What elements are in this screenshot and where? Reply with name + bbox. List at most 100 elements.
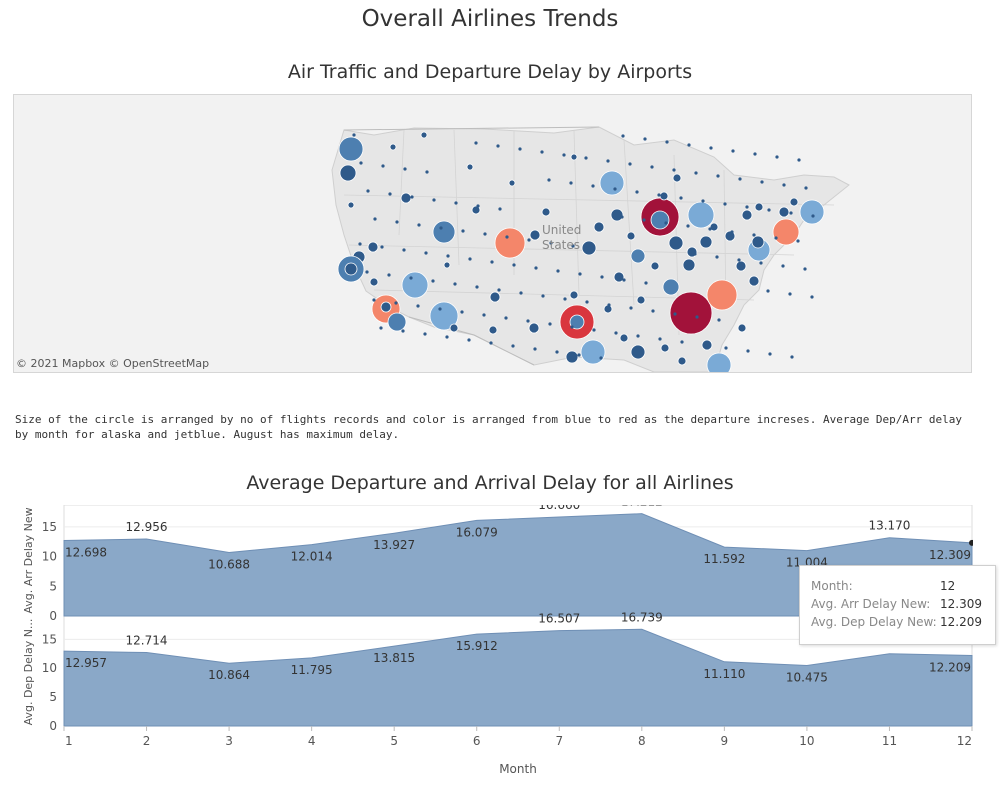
airport-dot [577, 353, 581, 357]
airport-dot [410, 195, 414, 199]
tooltip-dep-label: Avg. Dep Delay New: [811, 615, 937, 629]
airport-dot [474, 141, 478, 145]
airport-dot [534, 266, 538, 270]
airport-dot [622, 278, 626, 282]
data-label: 13.815 [373, 651, 415, 665]
airport-bubble [735, 260, 747, 272]
airport-dot [569, 181, 573, 185]
airport-dot [752, 233, 756, 237]
airport-dot [679, 196, 683, 200]
page-title: Overall Airlines Trends [361, 6, 619, 32]
airport-bubble [541, 207, 551, 217]
airport-dot [708, 227, 712, 231]
airport-dot [533, 347, 537, 351]
airport-dot [563, 297, 567, 301]
airport-dot [584, 156, 588, 160]
airport-dot [388, 192, 392, 196]
airport-dot [549, 241, 553, 245]
airport-dot [796, 239, 800, 243]
x-tick-label: 3 [225, 734, 233, 748]
airport-dot [591, 184, 595, 188]
airport-dot [746, 349, 750, 353]
x-tick-label: 6 [473, 734, 481, 748]
airport-bubble [619, 333, 629, 343]
airport-dot [810, 295, 814, 299]
data-label: 15.912 [456, 639, 498, 653]
x-tick-label: 11 [882, 734, 897, 748]
airport-dot [724, 346, 728, 350]
airport-bubble [401, 271, 429, 299]
airport-dot [657, 193, 661, 197]
delay-area-chart[interactable]: 0 5 10 15 12.698 12.956 10.688 12.014 13.927 16.0… [13, 495, 975, 785]
airport-dot [445, 335, 449, 339]
airport-dot [497, 288, 501, 292]
airport-bubble [389, 143, 397, 151]
airport-dot [673, 312, 677, 316]
airport-dot [395, 220, 399, 224]
airport-bubble [569, 314, 585, 330]
y-tick-label: 15 [42, 520, 57, 534]
airport-bubble [565, 350, 579, 364]
airport-dot [730, 230, 734, 234]
airport-dot [620, 215, 624, 219]
x-tick-label: 12 [957, 734, 972, 748]
airport-bubble [789, 197, 799, 207]
data-label: 11.110 [703, 667, 745, 681]
airport-dot [372, 298, 376, 302]
airport-dot [512, 263, 516, 267]
airport-bubble [432, 220, 456, 244]
airport-dot [737, 258, 741, 262]
airport-dot [475, 285, 479, 289]
airport-dot [775, 155, 779, 159]
airport-bubble [380, 301, 392, 313]
airport-dot [438, 307, 442, 311]
airport-dot [643, 137, 647, 141]
airport-bubble [494, 227, 526, 259]
airport-dot [460, 310, 464, 314]
airport-dot [636, 334, 640, 338]
airport-dot [540, 150, 544, 154]
airport-bubble [699, 235, 713, 249]
area-series-2 [63, 628, 973, 727]
y-tick-label: 15 [42, 632, 57, 646]
airport-bubble [369, 277, 379, 287]
airport-dot [518, 147, 522, 151]
airport-dot [416, 304, 420, 308]
airport-bubble [659, 191, 669, 201]
airport-bubble [751, 235, 765, 249]
airport-bubble [580, 339, 606, 365]
airport-bubble [429, 301, 459, 331]
airport-bubbles[interactable] [337, 131, 825, 372]
airport-dot [717, 318, 721, 322]
area-series-1 [63, 513, 973, 617]
airport-bubble [613, 271, 625, 283]
airport-dot [650, 165, 654, 169]
tooltip-arr-label: Avg. Arr Delay New: [811, 597, 931, 611]
data-label: 12.698 [65, 546, 107, 560]
airport-bubble [367, 241, 379, 253]
data-label: 16.507 [538, 612, 580, 626]
data-label: 17.212 [621, 505, 663, 509]
airport-bubble [466, 163, 474, 171]
airport-bubble [610, 208, 624, 222]
data-label: 16.660 [538, 505, 580, 512]
map-canvas[interactable]: United States [14, 95, 971, 372]
y-tick-label: 10 [42, 661, 57, 675]
airport-dot [424, 251, 428, 255]
airport-dot [686, 224, 690, 228]
airport-dot [571, 244, 575, 248]
airport-bubble [799, 199, 825, 225]
airport-dot [788, 292, 792, 296]
airport-dot [511, 344, 515, 348]
airport-dot [526, 319, 530, 323]
data-label: 10.688 [208, 557, 250, 571]
map-attribution: © 2021 Mapbox © OpenStreetMap [16, 357, 210, 370]
airport-dot [547, 178, 551, 182]
airport-dot [548, 322, 552, 326]
x-tick-label: 8 [638, 734, 646, 748]
x-tick-label: 9 [721, 734, 729, 748]
data-label: 13.927 [373, 538, 415, 552]
airport-map[interactable]: United States [13, 94, 972, 373]
airport-bubble [449, 323, 459, 333]
airport-dot [767, 208, 771, 212]
